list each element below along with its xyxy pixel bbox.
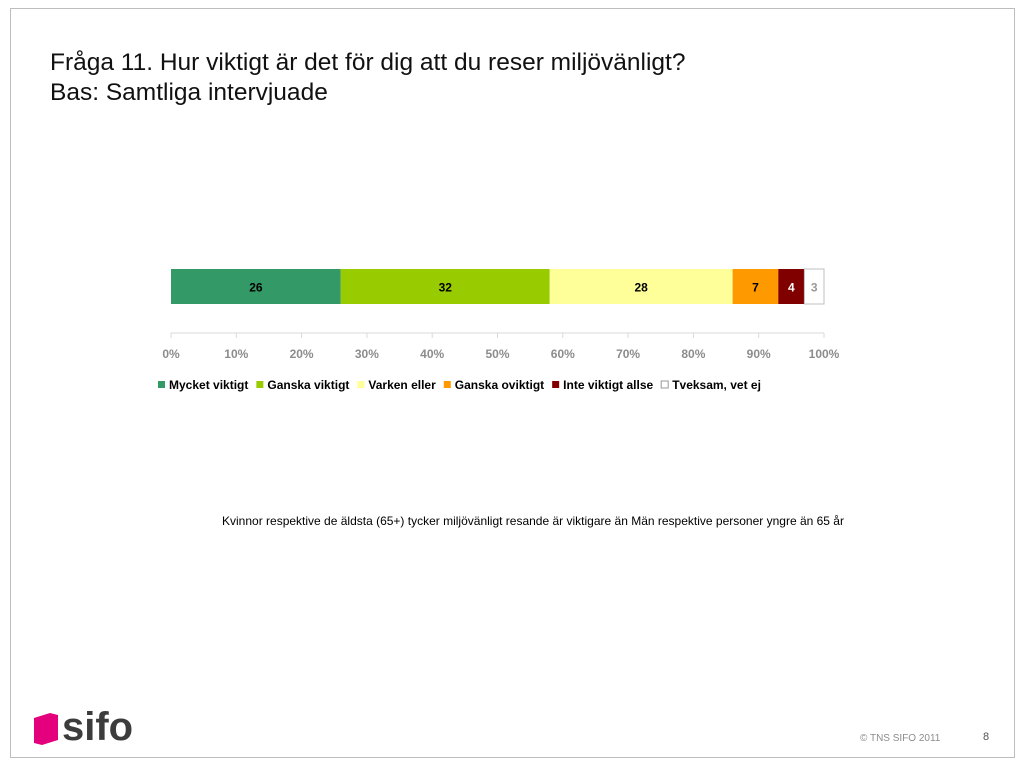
chart-legend: Mycket viktigt Ganska viktigt Varken eller… — [158, 378, 761, 392]
bar-value-label: 28 — [634, 281, 648, 295]
title-question: Fråga 11. Hur viktigt är det för dig att… — [50, 49, 686, 76]
sifo-logo: sifo — [34, 705, 133, 749]
legend-label: Ganska viktigt — [267, 378, 349, 392]
bar-value-label: 32 — [439, 281, 453, 295]
slide-title: Fråga 11. Hur viktigt är det för dig att… — [50, 48, 685, 108]
x-tick-label: 80% — [681, 347, 705, 361]
bar-segment-5 — [778, 269, 805, 304]
x-tick-label: 30% — [355, 347, 379, 361]
logo-text: sifo — [62, 705, 133, 749]
legend-swatch — [660, 380, 669, 389]
bar-segment-6 — [803, 268, 825, 305]
bar-segment-1 — [171, 269, 341, 304]
chart-note: Kvinnor respektive de äldsta (65+) tycke… — [222, 514, 844, 528]
bar-value-label: 3 — [811, 281, 818, 295]
legend-label: Inte viktigt allse — [563, 378, 653, 392]
x-tick-label: 10% — [224, 347, 248, 361]
legend-swatch — [443, 381, 451, 388]
x-tick-label: 100% — [809, 347, 840, 361]
bar-segment-4 — [732, 269, 779, 304]
legend-swatch — [256, 381, 264, 388]
legend-label: Ganska oviktigt — [455, 378, 544, 392]
bar-segment-2 — [340, 269, 550, 304]
legend-swatch — [357, 381, 365, 388]
x-axis: 0% 10% 20% 30% 40% 50% 60% 70% 80% 90% 100% — [162, 332, 840, 361]
legend-swatch — [158, 381, 165, 388]
title-base: Bas: Samtliga intervjuade — [50, 79, 328, 106]
x-tick-label: 50% — [485, 347, 509, 361]
x-tick-label: 20% — [290, 347, 314, 361]
page-number: 8 — [983, 731, 990, 743]
logo-mark-icon — [34, 713, 58, 745]
x-tick-label: 0% — [162, 347, 180, 361]
x-tick-label: 70% — [616, 347, 640, 361]
bar-value-label: 7 — [752, 281, 759, 295]
legend-label: Varken eller — [368, 378, 436, 392]
x-tick-label: 90% — [747, 347, 771, 361]
legend-label: Tveksam, vet ej — [672, 378, 761, 392]
bar-segment-3 — [549, 269, 733, 304]
x-tick-label: 60% — [551, 347, 575, 361]
bar-value-label: 26 — [249, 281, 263, 295]
legend-swatch — [552, 381, 560, 388]
bar-value-label: 4 — [788, 281, 795, 295]
legend-label: Mycket viktigt — [169, 378, 248, 392]
slide-frame — [10, 8, 1015, 758]
x-tick-label: 40% — [420, 347, 444, 361]
bar-group: 26 32 28 7 4 3 — [171, 268, 825, 305]
copyright-text: © TNS SIFO 2011 — [860, 733, 941, 744]
